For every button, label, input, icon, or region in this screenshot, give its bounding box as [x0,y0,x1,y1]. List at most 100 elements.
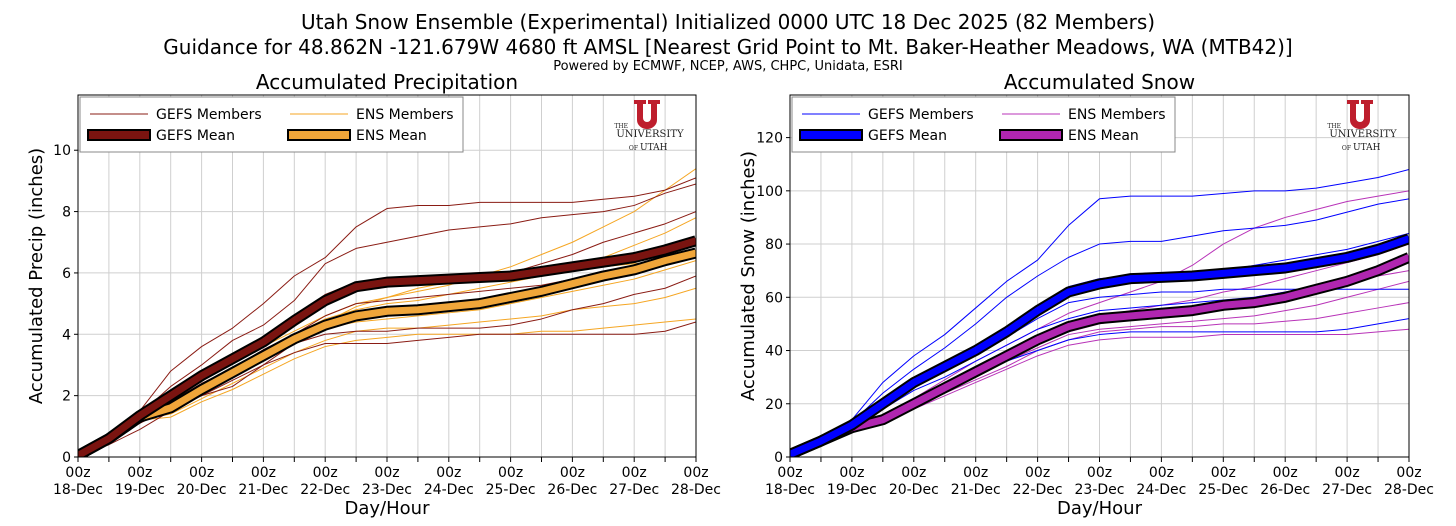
main-title: Utah Snow Ensemble (Experimental) Initia… [300,10,1156,34]
x-tick-label-hour: 00z [1273,465,1298,481]
logo-university: UNIVERSITY [1329,129,1397,140]
gefs-member-line [78,177,696,456]
legend-mean-swatch [87,129,151,141]
x-tick-label-hour: 00z [1396,465,1421,481]
x-tick-label-day: 24-Dec [424,482,474,498]
gefs-member-line [790,198,1409,455]
x-tick-label-hour: 00z [498,465,523,481]
x-tick-label-day: 28-Dec [1384,482,1434,498]
x-axis-label: Day/Hour [345,498,431,519]
x-tick-label-hour: 00z [1087,465,1112,481]
gefs-mean-line [78,237,696,457]
x-tick-label-hour: 00z [1211,465,1236,481]
x-axis-label: Day/Hour [1057,498,1143,519]
x-tick-label-hour: 00z [189,465,214,481]
gefs-member-line [790,169,1409,455]
x-tick-label-hour: 00z [683,465,708,481]
legend-label: GEFS Mean [868,128,947,144]
y-tick-label: 10 [53,143,71,159]
location-subtitle: Guidance for 48.862N -121.679W 4680 ft A… [163,35,1293,59]
gefs-mean-line [790,235,1409,457]
legend-mean-swatch [799,129,863,141]
x-tick-label-hour: 00z [777,465,802,481]
y-tick-label: 0 [62,450,71,466]
plot-title: Accumulated Precipitation [256,70,518,94]
x-tick-label-hour: 00z [839,465,864,481]
x-tick-label-day: 28-Dec [671,482,721,498]
legend-box [79,96,464,153]
legend-label: GEFS Members [868,107,974,123]
y-tick-label: 60 [765,290,783,306]
x-tick-label-day: 27-Dec [609,482,659,498]
x-tick-label-hour: 00z [1149,465,1174,481]
x-tick-label-day: 25-Dec [486,482,536,498]
x-tick-label-hour: 00z [560,465,585,481]
x-tick-label-day: 23-Dec [362,482,412,498]
utah-u-icon [634,100,660,129]
chart-0: 024681000z18-Dec00z19-Dec00z20-Dec00z21-… [26,70,721,519]
ens-mean-line [78,249,696,457]
x-tick-label-day: 23-Dec [1075,482,1125,498]
legend: GEFS Members ENS Members GEFS Mean ENS Mean [791,96,1176,153]
x-tick-label-hour: 00z [436,465,461,481]
data-sources: Powered by ECMWF, NCEP, AWS, CHPC, Unida… [553,59,903,74]
y-axis-label: Accumulated Snow (inches) [738,151,759,401]
x-tick-label-day: 20-Dec [889,482,939,498]
x-tick-label-day: 24-Dec [1136,482,1186,498]
x-tick-label-hour: 00z [1025,465,1050,481]
plot-title: Accumulated Snow [1004,70,1195,94]
x-tick-label-day: 22-Dec [1013,482,1063,498]
ens-member-line [78,318,696,456]
legend-label: ENS Mean [1068,128,1139,144]
x-tick-label-hour: 00z [374,465,399,481]
x-tick-label-day: 21-Dec [238,482,288,498]
x-tick-label-day: 26-Dec [547,482,597,498]
x-tick-label-hour: 00z [65,465,90,481]
utah-u-icon [1347,100,1373,129]
y-tick-label: 2 [62,389,71,405]
y-tick-label: 0 [774,450,783,466]
x-tick-label-day: 26-Dec [1260,482,1310,498]
y-tick-label: 8 [62,205,71,221]
legend: GEFS Members ENS Members GEFS Mean ENS Mean [79,96,464,153]
x-tick-label-day: 27-Dec [1322,482,1372,498]
legend-label: ENS Mean [356,128,427,144]
y-tick-label: 80 [765,237,783,253]
series-group [790,169,1409,457]
legend-label: ENS Members [356,107,454,123]
y-tick-label: 20 [765,397,783,413]
x-tick-label-day: 25-Dec [1198,482,1248,498]
logo-utah: UTAH [1353,143,1381,153]
y-tick-label: 4 [62,327,71,343]
legend-label: ENS Members [1068,107,1166,123]
y-axis-label: Accumulated Precip (inches) [26,148,47,404]
x-tick-label-day: 18-Dec [765,482,815,498]
legend-mean-swatch [999,129,1063,141]
logo-the: THE [1327,123,1341,130]
x-tick-label-day: 19-Dec [115,482,165,498]
logo-of: OF [1342,145,1351,152]
x-tick-label-day: 20-Dec [177,482,227,498]
x-tick-label-hour: 00z [251,465,276,481]
logo-utah: UTAH [640,143,668,153]
x-tick-label-hour: 00z [127,465,152,481]
gefs-member-line [78,183,696,456]
legend-box [791,96,1176,153]
x-tick-label-hour: 00z [622,465,647,481]
y-tick-label: 6 [62,266,71,282]
logo-university: UNIVERSITY [616,129,684,140]
x-tick-label-day: 18-Dec [53,482,103,498]
x-tick-label-day: 22-Dec [300,482,350,498]
legend-label: GEFS Mean [156,128,235,144]
legend-mean-swatch [287,129,351,141]
x-tick-label-hour: 00z [901,465,926,481]
ens-member-line [78,287,696,456]
x-tick-label-day: 19-Dec [827,482,877,498]
logo-the: THE [614,123,628,130]
chart-1: 02040608010012000z18-Dec00z19-Dec00z20-D… [738,70,1434,519]
legend-label: GEFS Members [156,107,262,123]
y-tick-label: 120 [756,131,783,147]
